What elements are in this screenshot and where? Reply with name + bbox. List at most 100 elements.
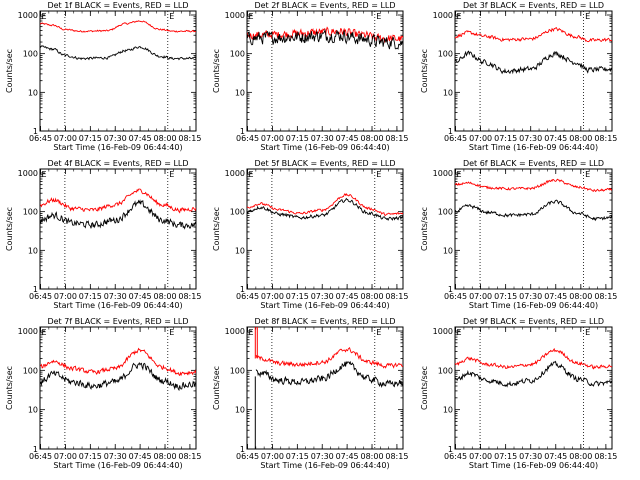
y-tick-label: 1 bbox=[240, 445, 245, 454]
series-events bbox=[247, 28, 403, 50]
x-tick-label: 06:45 bbox=[236, 452, 259, 461]
x-tick-label: 07:15 bbox=[286, 452, 309, 461]
y-tick-label: 100 bbox=[23, 50, 38, 59]
x-tick-label: 07:30 bbox=[104, 292, 127, 301]
y-tick-label: 10 bbox=[28, 406, 38, 415]
y-tick-label: 10 bbox=[443, 406, 453, 415]
x-axis-label: Start Time (16-Feb-09 06:44:40) bbox=[469, 461, 598, 470]
x-tick-label: 07:30 bbox=[104, 134, 127, 143]
event-marker-label: E bbox=[42, 170, 47, 179]
event-marker-label: E bbox=[376, 328, 381, 337]
series-lld bbox=[40, 347, 196, 377]
y-tick-label: 100 bbox=[230, 50, 245, 59]
y-tick-label: 10 bbox=[235, 406, 245, 415]
event-marker-label: E bbox=[169, 328, 174, 337]
x-tick-label: 07:15 bbox=[286, 292, 309, 301]
x-tick-label: 07:30 bbox=[519, 292, 542, 301]
x-tick-label: 08:00 bbox=[360, 134, 383, 143]
plot-frame bbox=[39, 10, 197, 132]
series-events bbox=[247, 197, 403, 221]
series-lld bbox=[255, 347, 403, 369]
x-tick-label: 08:15 bbox=[178, 292, 201, 301]
x-tick-label: 07:00 bbox=[469, 134, 492, 143]
x-tick-label: 08:15 bbox=[385, 452, 408, 461]
x-tick-label: 08:00 bbox=[153, 292, 176, 301]
x-tick-label: 06:45 bbox=[444, 292, 467, 301]
y-tick-label: 1000 bbox=[18, 11, 38, 20]
series-lld bbox=[40, 188, 196, 214]
x-tick-label: 06:45 bbox=[29, 134, 52, 143]
x-tick-label: 06:45 bbox=[444, 452, 467, 461]
x-tick-label: 07:30 bbox=[311, 134, 334, 143]
plot-frame bbox=[246, 326, 404, 450]
panel-title: Det 4f BLACK = Events, RED = LLD bbox=[47, 159, 188, 168]
series-events bbox=[40, 45, 196, 61]
panel-title: Det 2f BLACK = Events, RED = LLD bbox=[254, 1, 395, 10]
series-events bbox=[455, 50, 612, 75]
plot-frame bbox=[39, 326, 197, 450]
x-tick-label: 07:45 bbox=[544, 292, 567, 301]
x-tick-label: 07:00 bbox=[469, 292, 492, 301]
y-tick-label: 100 bbox=[23, 208, 38, 217]
x-tick-label: 07:00 bbox=[54, 134, 77, 143]
y-tick-label: 100 bbox=[230, 366, 245, 375]
x-tick-label: 08:15 bbox=[385, 134, 408, 143]
y-tick-label: 100 bbox=[230, 208, 245, 217]
x-tick-label: 07:15 bbox=[494, 452, 517, 461]
event-marker-label: E bbox=[585, 170, 590, 179]
x-axis-label: Start Time (16-Feb-09 06:44:40) bbox=[260, 143, 389, 152]
series-events bbox=[455, 360, 612, 388]
y-tick-label: 100 bbox=[23, 366, 38, 375]
y-tick-label: 100 bbox=[438, 208, 453, 217]
y-tick-label: 10 bbox=[28, 246, 38, 255]
panel-det-8f: Det 8f BLACK = Events, RED = LLD 1 10 100 10… bbox=[212, 317, 408, 470]
event-marker-label: E bbox=[42, 12, 47, 21]
x-tick-label: 07:00 bbox=[261, 452, 284, 461]
x-tick-label: 07:45 bbox=[544, 134, 567, 143]
panel-title: Det 5f BLACK = Events, RED = LLD bbox=[254, 159, 395, 168]
y-tick-label: 1000 bbox=[225, 11, 245, 20]
x-tick-label: 07:30 bbox=[519, 452, 542, 461]
panel-title: Det 8f BLACK = Events, RED = LLD bbox=[254, 317, 395, 326]
y-axis-label: Counts/sec bbox=[212, 49, 221, 93]
x-tick-label: 07:45 bbox=[336, 452, 359, 461]
x-tick-label: 07:45 bbox=[544, 452, 567, 461]
x-tick-label: 06:45 bbox=[444, 134, 467, 143]
y-axis-label: Counts/sec bbox=[5, 366, 14, 410]
plot-frame bbox=[454, 326, 613, 450]
event-marker-label: E bbox=[42, 328, 47, 337]
y-axis-label: Counts/sec bbox=[420, 49, 429, 93]
x-axis-label: Start Time (16-Feb-09 06:44:40) bbox=[260, 461, 389, 470]
x-tick-label: 07:45 bbox=[129, 134, 152, 143]
event-marker-label: E bbox=[249, 12, 254, 21]
panel-det-4f: Det 4f BLACK = Events, RED = LLD 1 10 100 10… bbox=[5, 159, 201, 310]
y-tick-label: 10 bbox=[235, 246, 245, 255]
plot-frame bbox=[39, 168, 197, 290]
x-tick-label: 07:30 bbox=[311, 292, 334, 301]
event-marker-label: E bbox=[169, 170, 174, 179]
x-tick-label: 08:15 bbox=[594, 292, 617, 301]
y-axis-label: Counts/sec bbox=[5, 207, 14, 251]
x-axis-label: Start Time (16-Feb-09 06:44:40) bbox=[260, 301, 389, 310]
x-tick-label: 07:00 bbox=[261, 292, 284, 301]
y-tick-label: 1 bbox=[448, 445, 453, 454]
x-tick-label: 07:45 bbox=[336, 292, 359, 301]
series-events bbox=[255, 360, 403, 389]
event-marker-label: E bbox=[376, 12, 381, 21]
panel-det-5f: Det 5f BLACK = Events, RED = LLD 1 10 100 10… bbox=[212, 159, 408, 310]
x-tick-label: 07:15 bbox=[494, 292, 517, 301]
series-lld bbox=[40, 20, 196, 33]
x-tick-label: 07:00 bbox=[54, 452, 77, 461]
event-marker-label: E bbox=[585, 328, 590, 337]
x-tick-label: 08:15 bbox=[178, 134, 201, 143]
y-tick-label: 10 bbox=[443, 246, 453, 255]
x-tick-label: 08:15 bbox=[594, 134, 617, 143]
x-tick-label: 08:15 bbox=[178, 452, 201, 461]
x-tick-label: 07:00 bbox=[54, 292, 77, 301]
event-marker-label: E bbox=[169, 12, 174, 21]
plot-frame bbox=[246, 168, 404, 290]
y-tick-label: 1 bbox=[33, 127, 38, 136]
x-axis-label: Start Time (16-Feb-09 06:44:40) bbox=[53, 143, 182, 152]
x-tick-label: 07:00 bbox=[469, 452, 492, 461]
